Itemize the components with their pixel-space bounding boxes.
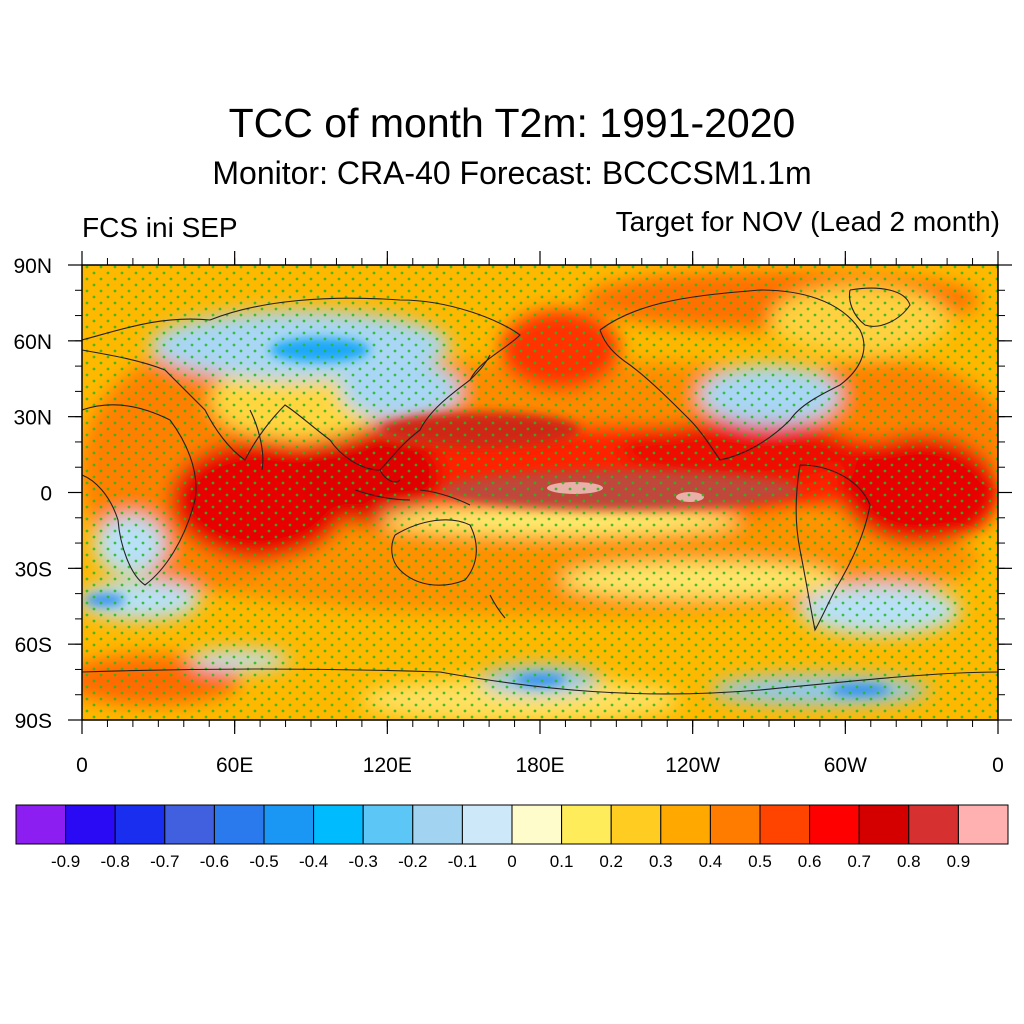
colorbar-swatch: [263, 804, 315, 845]
colorbar-label: 0: [507, 852, 517, 871]
colorbar-label: -0.8: [100, 852, 130, 871]
lat-tick-label: 30S: [15, 558, 52, 581]
lat-tick-label: 90N: [13, 255, 52, 278]
colorbar-swatch: [313, 804, 364, 845]
lon-tick-label: 0: [992, 754, 1004, 777]
map-subtitle: Monitor: CRA-40 Forecast: BCCCSM1.1m: [212, 155, 812, 191]
colorbar-label: 0.9: [946, 852, 971, 871]
colorbar-label: 0.7: [847, 852, 872, 871]
lat-tick-label: 0: [40, 483, 52, 506]
colorbar-swatch: [213, 804, 265, 845]
colorbar-label: -0.6: [199, 852, 230, 871]
colorbar-label: -0.3: [348, 852, 378, 871]
colorbar-swatch: [561, 804, 612, 845]
target-label: Target for NOV (Lead 2 month): [615, 206, 1000, 237]
colorbar-label: 0.6: [797, 852, 822, 871]
colorbar-label: -0.7: [150, 852, 180, 871]
colorbar-label: -0.9: [50, 852, 81, 871]
lat-tick-label: 60N: [13, 331, 52, 354]
colorbar-swatch: [15, 804, 67, 845]
lon-tick-label: 120E: [363, 754, 412, 777]
lon-tick-label: 60W: [824, 754, 867, 777]
init-label: FCS ini SEP: [82, 212, 238, 243]
colorbar-swatch: [957, 804, 1009, 845]
lon-tick-label: 180E: [515, 754, 564, 777]
colorbar-swatch: [809, 804, 860, 845]
lat-tick-label: 60S: [15, 634, 52, 657]
colorbar-swatch: [461, 804, 513, 845]
colorbar-label: 0.5: [748, 852, 772, 871]
colorbar-swatch: [858, 804, 910, 845]
colorbar-swatch: [362, 804, 414, 845]
lon-tick-label: 120W: [665, 754, 720, 777]
latitude-axis: 90N 60N 30N 0 30S 60S 90S: [13, 255, 1012, 733]
longitude-axis: 0 60E 120E 180E 120W 60W 0: [76, 251, 1004, 777]
colorbar-label: 0.1: [549, 852, 574, 871]
lon-tick-label: 0: [76, 754, 88, 777]
lat-tick-label: 90S: [15, 710, 52, 733]
colorbar-swatch: [908, 804, 959, 845]
colorbar-label: -0.4: [298, 852, 329, 871]
lon-tick-label: 60E: [216, 754, 253, 777]
colorbar-swatch: [610, 804, 662, 845]
colorbar: [15, 804, 1009, 845]
colorbar-swatch: [709, 804, 761, 845]
colorbar-swatch: [65, 804, 116, 845]
colorbar-label: 0.8: [896, 852, 921, 871]
colorbar-label: -0.2: [398, 852, 428, 871]
colorbar-swatch: [511, 804, 563, 845]
colorbar-swatch: [759, 804, 811, 845]
colorbar-labels: -0.9 -0.8 -0.7 -0.6 -0.5 -0.4 -0.3 -0.2 -0.1 0 0.1…: [0, 852, 1024, 876]
coastlines: [82, 287, 998, 695]
colorbar-label: 0.4: [698, 852, 723, 871]
lat-tick-label: 30N: [13, 407, 52, 430]
colorbar-label: 0.2: [599, 852, 624, 871]
colorbar-label: -0.5: [249, 852, 279, 871]
colorbar-swatch: [114, 804, 166, 845]
tcc-field: [82, 265, 998, 720]
map-title: TCC of month T2m: 1991-2020: [228, 100, 796, 146]
colorbar-swatch: [164, 804, 215, 845]
colorbar-label: -0.1: [447, 852, 478, 871]
colorbar-swatch: [412, 804, 463, 845]
colorbar-label: 0.3: [648, 852, 673, 871]
colorbar-swatch: [660, 804, 711, 845]
